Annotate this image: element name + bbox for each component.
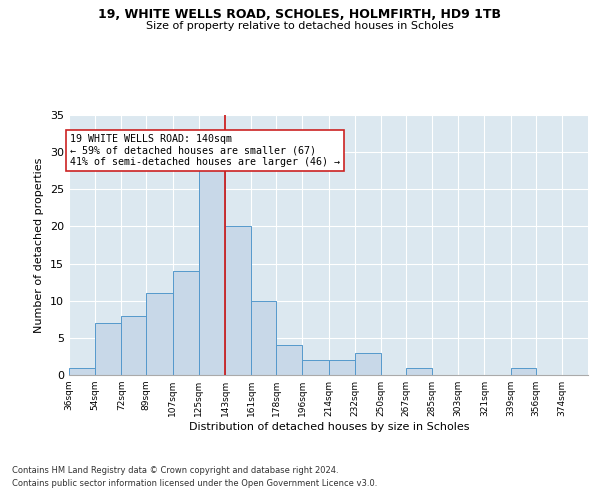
Bar bbox=[121, 316, 146, 375]
Text: Distribution of detached houses by size in Scholes: Distribution of detached houses by size … bbox=[188, 422, 469, 432]
Bar bbox=[69, 368, 95, 375]
Text: 19 WHITE WELLS ROAD: 140sqm
← 59% of detached houses are smaller (67)
41% of sem: 19 WHITE WELLS ROAD: 140sqm ← 59% of det… bbox=[70, 134, 340, 167]
Text: Contains public sector information licensed under the Open Government Licence v3: Contains public sector information licen… bbox=[12, 479, 377, 488]
Bar bbox=[511, 368, 536, 375]
Bar bbox=[95, 323, 121, 375]
Bar bbox=[173, 271, 199, 375]
Text: 19, WHITE WELLS ROAD, SCHOLES, HOLMFIRTH, HD9 1TB: 19, WHITE WELLS ROAD, SCHOLES, HOLMFIRTH… bbox=[98, 8, 502, 20]
Bar bbox=[199, 160, 225, 375]
Bar bbox=[225, 226, 251, 375]
Bar bbox=[276, 346, 302, 375]
Y-axis label: Number of detached properties: Number of detached properties bbox=[34, 158, 44, 332]
Bar bbox=[302, 360, 329, 375]
Bar bbox=[146, 294, 173, 375]
Text: Contains HM Land Registry data © Crown copyright and database right 2024.: Contains HM Land Registry data © Crown c… bbox=[12, 466, 338, 475]
Text: Size of property relative to detached houses in Scholes: Size of property relative to detached ho… bbox=[146, 21, 454, 31]
Bar bbox=[329, 360, 355, 375]
Bar bbox=[406, 368, 432, 375]
Bar bbox=[251, 300, 276, 375]
Bar bbox=[355, 352, 381, 375]
